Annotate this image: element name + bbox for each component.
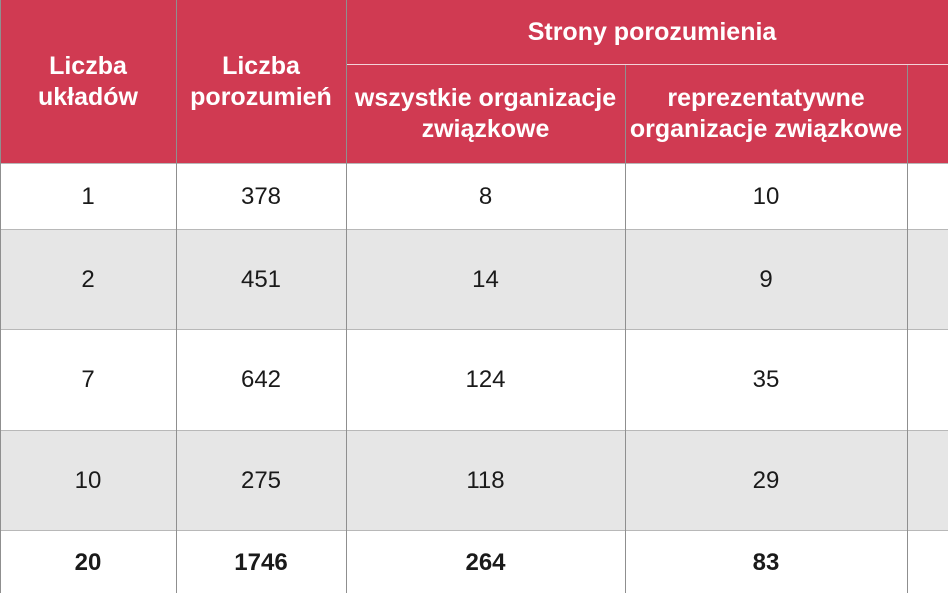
cell-units: 10 [0, 430, 177, 531]
cell-units: 1 [0, 163, 177, 230]
cell-cut-off [907, 430, 948, 531]
table-total-row: 20 1746 264 83 [0, 530, 948, 593]
table-row: 7 642 124 35 [0, 329, 948, 431]
header-parties-group: Strony porozumienia [346, 0, 948, 65]
total-representative: 83 [625, 530, 908, 593]
cell-representative: 29 [625, 430, 908, 531]
cell-agreements: 642 [176, 329, 347, 431]
header-agreements-count: Liczba porozumień [176, 0, 347, 164]
cell-units: 7 [0, 329, 177, 431]
cell-cut-off [907, 163, 948, 230]
table-row: 2 451 14 9 [0, 229, 948, 330]
cell-representative: 10 [625, 163, 908, 230]
header-units-count: Liczba układów [0, 0, 177, 164]
cell-units: 2 [0, 229, 177, 330]
cell-representative: 35 [625, 329, 908, 431]
header-cut-off-column [907, 64, 948, 164]
total-cut-off [907, 530, 948, 593]
cell-agreements: 275 [176, 430, 347, 531]
cell-representative: 9 [625, 229, 908, 330]
cell-all-unions: 14 [346, 229, 626, 330]
cell-cut-off [907, 229, 948, 330]
total-all-unions: 264 [346, 530, 626, 593]
cell-all-unions: 118 [346, 430, 626, 531]
cell-agreements: 378 [176, 163, 347, 230]
cell-agreements: 451 [176, 229, 347, 330]
cell-all-unions: 124 [346, 329, 626, 431]
total-units: 20 [0, 530, 177, 593]
header-representative-unions: reprezentatywne organizacje związkowe [625, 64, 908, 164]
table-row: 10 275 118 29 [0, 430, 948, 531]
cell-all-unions: 8 [346, 163, 626, 230]
cell-cut-off [907, 329, 948, 431]
table-row: 1 378 8 10 [0, 163, 948, 230]
header-all-unions: wszystkie organizacje związkowe [346, 64, 626, 164]
total-agreements: 1746 [176, 530, 347, 593]
